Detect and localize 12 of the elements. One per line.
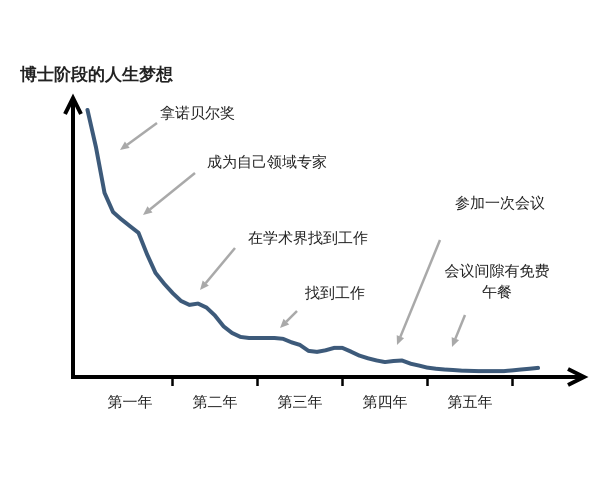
annotation: 找到工作	[304, 284, 365, 302]
x-tick-label: 第四年	[362, 393, 408, 411]
annotation: 成为自己领域专家	[207, 153, 327, 171]
annotation: 参加一次会议	[455, 194, 545, 212]
x-tick-label: 第五年	[448, 393, 492, 411]
annotation: 拿诺贝尔奖	[160, 104, 235, 122]
x-tick-label: 第一年	[108, 393, 152, 411]
x-tick-label: 第二年	[192, 393, 238, 411]
chart-title: 博士阶段的人生梦想	[19, 65, 174, 85]
annotation: 会议间隙有免费午餐	[444, 262, 550, 301]
annotation: 在学术界找到工作	[248, 229, 368, 247]
x-tick-label: 第三年	[278, 393, 322, 411]
